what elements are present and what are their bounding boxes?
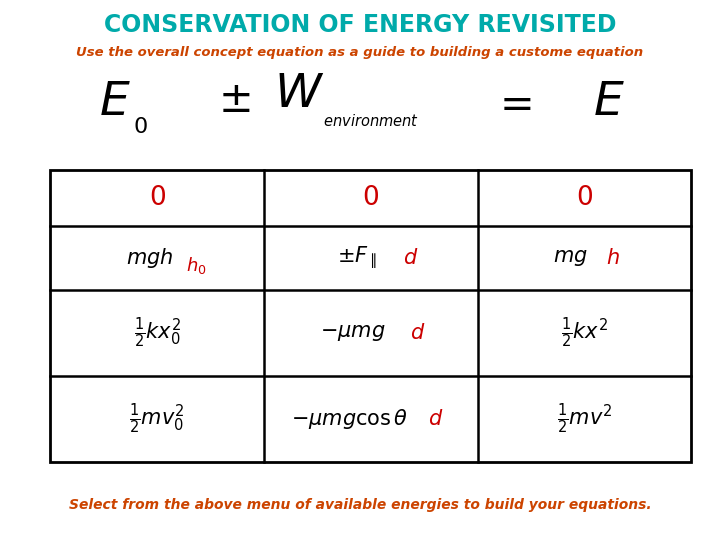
Text: $-\mu mg$: $-\mu mg$ [320, 323, 386, 343]
Text: $\frac{1}{2}mv^{2}$: $\frac{1}{2}mv^{2}$ [557, 401, 612, 436]
Text: $mg$: $mg$ [553, 247, 588, 268]
Text: $-\mu mg\cos\theta$: $-\mu mg\cos\theta$ [291, 407, 408, 431]
Text: $E$: $E$ [99, 80, 131, 125]
Text: $\frac{1}{2}kx_0^{2}$: $\frac{1}{2}kx_0^{2}$ [134, 315, 181, 350]
Text: $=$: $=$ [491, 82, 531, 124]
Text: $h$: $h$ [606, 247, 620, 268]
Text: $\frac{1}{2}kx^{2}$: $\frac{1}{2}kx^{2}$ [561, 315, 608, 350]
Text: $0$: $0$ [576, 185, 593, 211]
Text: Use the overall concept equation as a guide to building a custome equation: Use the overall concept equation as a gu… [76, 46, 644, 59]
Text: CONSERVATION OF ENERGY REVISITED: CONSERVATION OF ENERGY REVISITED [104, 14, 616, 37]
Text: $0$: $0$ [362, 185, 379, 211]
Text: $_{environment}$: $_{environment}$ [323, 109, 419, 129]
Text: $0$: $0$ [149, 185, 166, 211]
Text: $d$: $d$ [402, 247, 418, 268]
Text: $W$: $W$ [274, 72, 324, 117]
Text: $\pm F_{\parallel}$: $\pm F_{\parallel}$ [336, 245, 377, 271]
Text: $h_0$: $h_0$ [186, 255, 207, 276]
Text: Select from the above menu of available energies to build your equations.: Select from the above menu of available … [68, 498, 652, 512]
Text: $\pm$: $\pm$ [218, 79, 250, 121]
Text: $0$: $0$ [133, 117, 148, 137]
Text: $d$: $d$ [428, 409, 444, 429]
Text: $\frac{1}{2}mv_0^{2}$: $\frac{1}{2}mv_0^{2}$ [130, 401, 185, 436]
Text: $d$: $d$ [410, 323, 426, 343]
Text: $mgh$: $mgh$ [126, 246, 174, 269]
Text: $E$: $E$ [593, 80, 624, 125]
